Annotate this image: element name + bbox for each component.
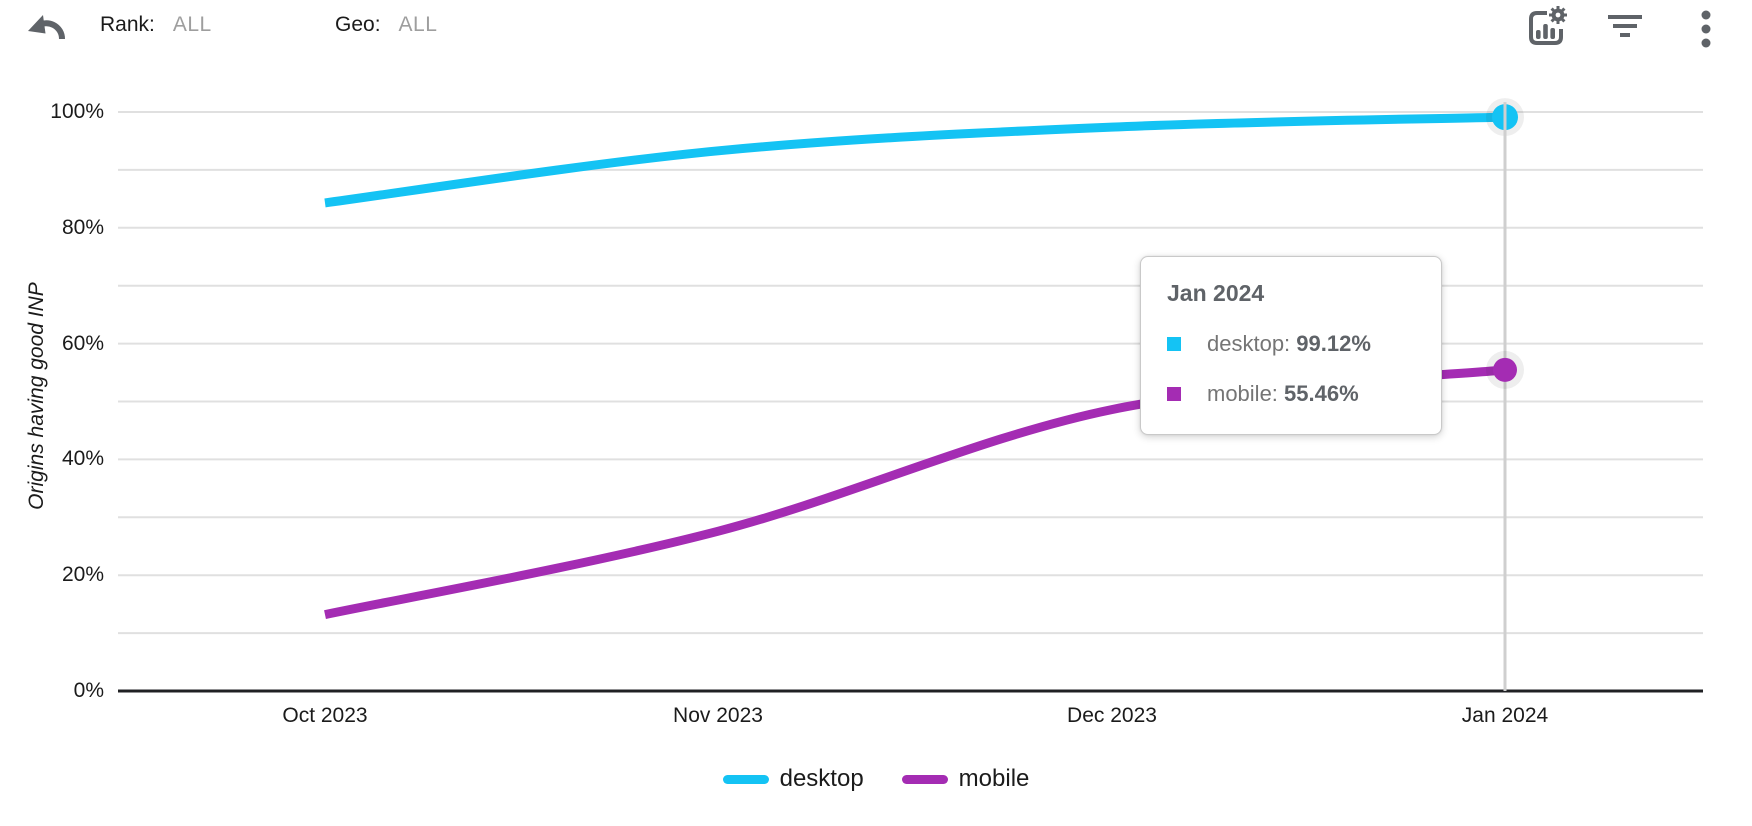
more-menu-button[interactable] xyxy=(1695,8,1717,50)
tooltip-label: desktop: xyxy=(1207,331,1297,356)
rank-filter[interactable]: Rank: ALL xyxy=(100,13,212,37)
x-tick-label: Jan 2024 xyxy=(1461,704,1549,727)
filter-button[interactable] xyxy=(1605,12,1645,40)
tooltip-row-desktop: desktop: 99.12% xyxy=(1167,331,1415,357)
y-tick-label: 20% xyxy=(61,563,104,586)
tooltip-label: mobile: xyxy=(1207,381,1285,406)
geo-filter-value[interactable]: ALL xyxy=(398,13,438,36)
tooltip-value: 99.12% xyxy=(1296,331,1371,356)
y-axis-title: Origins having good INP xyxy=(25,282,48,510)
y-tick-label: 0% xyxy=(73,679,104,702)
desktop-swatch-icon xyxy=(1167,337,1181,351)
legend-label: mobile xyxy=(958,765,1030,792)
geo-filter-label: Geo: xyxy=(335,13,381,36)
rank-filter-label: Rank: xyxy=(100,13,155,36)
y-tick-label: 80% xyxy=(61,216,104,239)
y-tick-label: 100% xyxy=(50,100,104,123)
y-tick-label: 40% xyxy=(61,447,104,470)
legend-item-mobile[interactable]: mobile xyxy=(901,765,1030,793)
undo-button[interactable] xyxy=(24,10,68,44)
series-line-desktop xyxy=(324,112,1506,208)
chart-settings-button[interactable] xyxy=(1522,2,1570,52)
y-tick-label: 60% xyxy=(61,332,104,355)
desktop-line-swatch-icon xyxy=(722,774,769,784)
tooltip-row-mobile: mobile: 55.46% xyxy=(1167,381,1415,407)
x-tick-label: Dec 2023 xyxy=(1067,704,1157,727)
undo-icon xyxy=(28,15,66,40)
mobile-swatch-icon xyxy=(1167,387,1181,401)
tooltip-value: 55.46% xyxy=(1284,381,1359,406)
legend-item-desktop[interactable]: desktop xyxy=(722,765,864,793)
chart-settings-icon xyxy=(1529,6,1567,45)
x-tick-label: Nov 2023 xyxy=(673,704,763,727)
chart-tooltip: Jan 2024 desktop: 99.12% mobile: 55.46% xyxy=(1140,256,1442,435)
data-point-mobile xyxy=(1493,357,1517,382)
tooltip-title: Jan 2024 xyxy=(1167,280,1265,306)
geo-filter[interactable]: Geo: ALL xyxy=(335,13,437,37)
x-tick-label: Oct 2023 xyxy=(282,704,368,727)
rank-filter-value[interactable]: ALL xyxy=(172,13,212,36)
mobile-line-swatch-icon xyxy=(901,774,948,784)
legend-label: desktop xyxy=(779,765,864,792)
chart-legend: desktop mobile xyxy=(0,765,1752,793)
more-vertical-icon xyxy=(1701,10,1711,48)
filter-icon xyxy=(1608,15,1642,37)
